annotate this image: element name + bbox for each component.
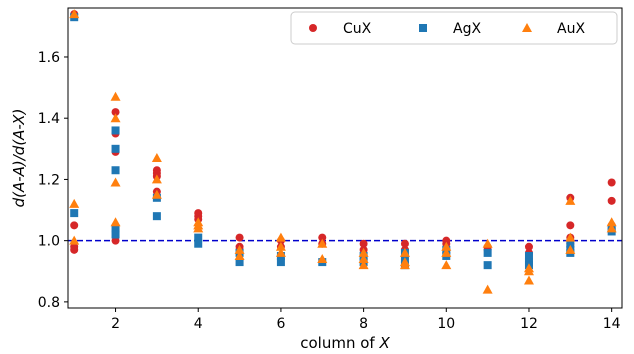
data-point — [400, 239, 409, 248]
data-point — [275, 241, 286, 251]
data-point — [607, 196, 616, 205]
data-point — [399, 260, 410, 270]
x-axis-label-variable: X — [378, 334, 390, 352]
x-tick-label: 6 — [276, 316, 285, 332]
data-point — [151, 174, 162, 184]
y-tick-label: 1.6 — [38, 50, 60, 66]
x-tick-label: 2 — [111, 316, 120, 332]
y-axis-label: d(A-A)/d(A-X) — [10, 109, 28, 208]
x-tick-label: 8 — [359, 316, 368, 332]
data-point — [235, 233, 244, 242]
x-axis-label: column of X — [300, 334, 390, 352]
data-point — [194, 239, 203, 248]
data-point — [358, 247, 369, 257]
data-point — [110, 217, 121, 227]
plot-area — [68, 9, 622, 294]
data-point — [235, 258, 244, 267]
data-point — [524, 251, 533, 260]
data-point — [69, 235, 80, 245]
data-point — [275, 247, 286, 257]
data-point — [359, 239, 368, 248]
data-point — [483, 261, 492, 270]
data-point — [69, 9, 80, 19]
data-point — [194, 233, 203, 242]
data-point — [275, 232, 286, 242]
data-point — [524, 242, 533, 251]
legend-marker — [419, 24, 427, 32]
data-point — [234, 244, 245, 254]
data-point — [441, 260, 452, 270]
data-point — [111, 224, 120, 233]
x-tick-label: 12 — [520, 316, 538, 332]
legend-entry-agx: AgX — [419, 21, 481, 37]
data-point — [523, 266, 534, 276]
data-point — [151, 189, 162, 199]
data-point — [317, 254, 328, 264]
data-point — [70, 221, 79, 230]
data-point — [70, 245, 79, 254]
data-point — [607, 178, 616, 187]
legend-box — [290, 11, 618, 45]
data-point — [441, 247, 452, 257]
data-point — [152, 212, 161, 221]
data-point — [276, 258, 285, 267]
data-point — [606, 217, 617, 227]
legend-marker — [309, 24, 317, 32]
data-point — [482, 284, 493, 294]
x-tick-label: 4 — [194, 316, 203, 332]
data-point — [70, 209, 79, 218]
data-point — [111, 166, 120, 175]
data-point — [111, 126, 120, 135]
data-point — [565, 244, 576, 254]
data-point — [111, 108, 120, 117]
legend-label: CuX — [343, 21, 372, 37]
data-point — [317, 238, 328, 248]
y-tick-label: 1.4 — [38, 111, 60, 127]
data-point — [110, 91, 121, 101]
data-point — [441, 241, 452, 251]
legend: CuX AgX AuX — [290, 11, 618, 45]
data-point — [111, 144, 120, 153]
x-axis-label-text: column of — [300, 334, 379, 352]
legend-marker — [522, 23, 532, 32]
data-point — [606, 223, 617, 233]
data-point — [566, 239, 575, 248]
data-point — [358, 260, 369, 270]
legend-label: AgX — [453, 21, 481, 37]
data-point — [523, 275, 534, 285]
data-point — [111, 236, 120, 245]
data-point — [193, 223, 204, 233]
y-tick-label: 1.0 — [38, 234, 60, 250]
data-point — [566, 221, 575, 230]
data-point — [234, 250, 245, 260]
data-point — [399, 247, 410, 257]
plot-frame — [67, 7, 623, 309]
data-point — [565, 232, 576, 242]
data-point — [482, 238, 493, 248]
x-tick-label: 14 — [603, 316, 621, 332]
data-point — [151, 153, 162, 162]
series-aux — [69, 9, 617, 294]
data-point — [318, 233, 327, 242]
data-point — [565, 195, 576, 205]
data-point — [110, 113, 121, 123]
legend-entry-aux: AuX — [522, 21, 585, 37]
data-point — [110, 177, 121, 187]
data-point — [111, 230, 120, 239]
data-point — [483, 248, 492, 257]
y-tick-label: 0.8 — [38, 295, 60, 311]
data-point — [358, 254, 369, 264]
x-tick-label: 10 — [437, 316, 455, 332]
y-tick-label: 1.2 — [38, 172, 60, 188]
legend-entry-cux: CuX — [309, 21, 372, 37]
data-point — [69, 198, 80, 208]
legend-label: AuX — [557, 21, 585, 37]
